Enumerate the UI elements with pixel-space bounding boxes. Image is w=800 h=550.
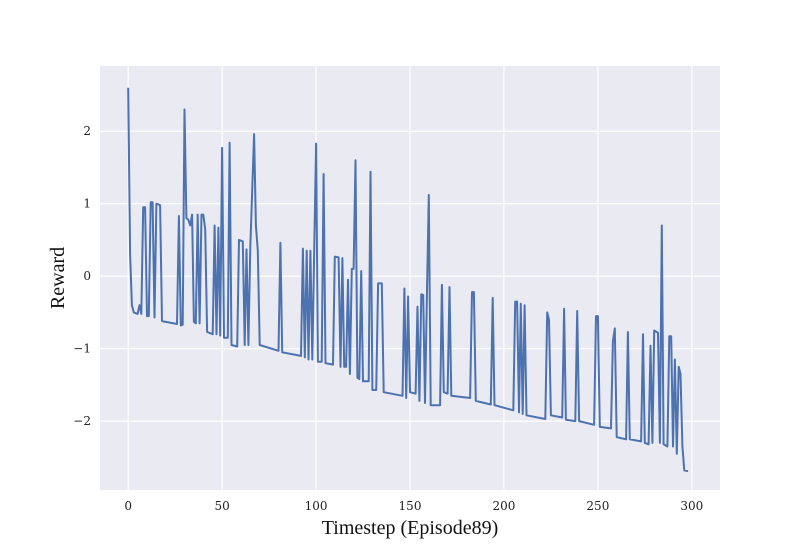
- x-tick-label: 300: [680, 499, 703, 513]
- tick-labels: 0 50 100 150 200 250 300 −2 −1 0 1 2: [73, 124, 703, 513]
- x-tick-label: 200: [492, 499, 515, 513]
- y-tick-label: −2: [73, 414, 91, 428]
- y-tick-label: 0: [83, 269, 91, 283]
- y-tick-label: 1: [83, 197, 91, 211]
- series-line: [127, 87, 689, 473]
- x-tick-label: 100: [305, 499, 328, 513]
- y-tick-label: −1: [73, 342, 91, 356]
- y-axis-label: Reward: [47, 247, 69, 309]
- series-group: [127, 87, 689, 473]
- x-tick-label: 50: [214, 499, 229, 513]
- y-tick-label: 2: [83, 124, 91, 138]
- grid-lines: [100, 66, 720, 490]
- x-axis-label: Timestep (Episode89): [322, 517, 498, 539]
- x-tick-label: 150: [399, 499, 422, 513]
- x-tick-label: 250: [586, 499, 609, 513]
- x-tick-label: 0: [124, 499, 132, 513]
